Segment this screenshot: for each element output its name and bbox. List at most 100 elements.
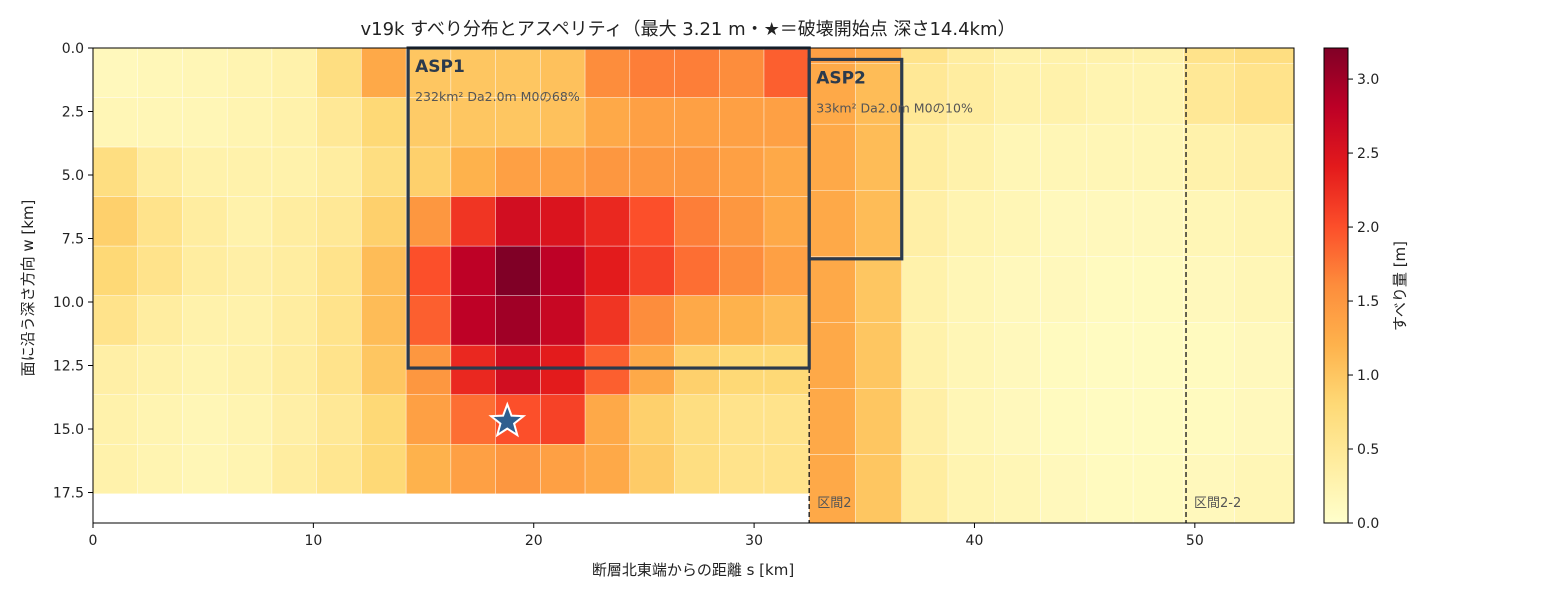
heatmap-cell-r1 [226,344,273,395]
heatmap-cell-r2 [1234,388,1295,455]
heatmap-cell-r1 [226,47,273,98]
heatmap-cell-r1 [226,245,273,296]
heatmap-cell-r1 [361,444,407,495]
heatmap-cell-r1 [361,394,407,445]
asperity-info: 33km² Da2.0m M0の10% [816,100,973,115]
heatmap-cell-r1 [92,146,138,197]
heatmap-cell-r2 [1040,322,1088,389]
asperity-name: ASP2 [816,68,866,88]
heatmap-cell-r2 [808,454,856,524]
x-tick-label: 20 [525,533,543,549]
heatmap-cell-r1 [540,344,586,395]
heatmap-cell-r2 [901,189,949,257]
heatmap-cell-r2 [1183,454,1235,524]
heatmap-cell-r1 [450,394,496,445]
heatmap-cell-r1 [92,394,138,445]
heatmap-cell-r1 [271,196,317,247]
heatmap-cell-r1 [629,97,675,148]
heatmap-cell-r1 [92,97,138,148]
heatmap-cell-r2 [1086,322,1134,389]
heatmap-cell-r1 [719,47,765,98]
colorbar-tick-label: 2.5 [1357,146,1379,162]
heatmap-cell-r1 [405,97,452,148]
heatmap-cell-r1 [361,196,407,247]
heatmap-cell-r1 [316,444,362,495]
heatmap-cell-r1 [495,97,541,148]
heatmap-cell-r2 [1183,388,1235,455]
heatmap-cell-r1 [674,394,720,445]
heatmap-cell-r2 [855,454,902,524]
heatmap-cell-r2 [808,62,856,125]
heatmap-cell-r1 [450,196,496,247]
heatmap-cell-r1 [540,444,586,495]
heatmap-cell-r2 [1234,47,1295,64]
asperity-name: ASP1 [415,57,465,77]
heatmap-cell-r1 [763,196,810,247]
heatmap-cell-r2 [994,47,1041,64]
y-tick-label: 2.5 [62,105,84,121]
colorbar-tick-label: 0.5 [1357,442,1379,458]
heatmap-cell-r2 [947,256,995,323]
heatmap-cell-r2 [947,388,995,455]
y-tick-label: 5.0 [62,168,84,184]
heatmap-cell-r1 [316,97,362,148]
x-axis-label: 断層北東端からの距離 s [km] [592,561,794,579]
heatmap-cell-r2 [1040,62,1088,125]
heatmap-cell-r1 [316,196,362,247]
heatmap-cell-r1 [182,394,228,445]
heatmap-cell-r1 [719,196,765,247]
heatmap-cell-r2 [1234,189,1295,257]
heatmap-cell-r1 [763,146,810,197]
heatmap-cell-r1 [629,245,675,296]
heatmap-cell-r1 [450,47,496,98]
heatmap-cell-r1 [361,295,407,346]
heatmap-cell-r1 [719,344,765,395]
colorbar-tick-label: 3.0 [1357,72,1379,88]
heatmap-cell-r1 [405,196,452,247]
heatmap-cell-r1 [271,444,317,495]
heatmap-cell-r1 [495,245,541,296]
heatmap-cell-r1 [405,394,452,445]
heatmap-cell-r1 [674,295,720,346]
heatmap-cell-r2 [994,388,1041,455]
heatmap-cell-r2 [1086,256,1134,323]
heatmap-cell-r1 [450,444,496,495]
heatmap-cell-r1 [584,245,631,296]
heatmap-cell-r2 [1132,47,1185,64]
heatmap-cell-r1 [137,444,183,495]
y-tick-label: 0.0 [62,41,84,57]
heatmap-cell-r1 [316,245,362,296]
heatmap-cell-r2 [1183,256,1235,323]
heatmap-cell-r1 [405,47,452,98]
heatmap-cell-r2 [1086,47,1134,64]
heatmap-cell-r1 [361,97,407,148]
heatmap-cell-r1 [271,47,317,98]
heatmap-cell-r1 [405,245,452,296]
heatmap-cell-r1 [182,295,228,346]
heatmap-cell-r1 [629,394,675,445]
y-tick-label: 7.5 [62,232,84,248]
heatmap-cell-r1 [405,295,452,346]
heatmap-cell-r1 [226,444,273,495]
heatmap-cell-r2 [1040,454,1088,524]
heatmap-cell-r1 [719,394,765,445]
heatmap-cell-r1 [271,344,317,395]
colorbar-tick-label: 1.5 [1357,294,1379,310]
heatmap-cell-r2 [855,322,902,389]
heatmap-cell-r2 [994,454,1041,524]
heatmap-cell-r1 [674,146,720,197]
heatmap-cell-r2 [901,123,949,191]
heatmap-cell-r1 [137,295,183,346]
heatmap-cell-r2 [808,322,856,389]
x-tick-label: 0 [89,533,98,549]
heatmap-cell-r2 [901,62,949,125]
colorbar-label: すべり量 [m] [1391,241,1409,331]
heatmap-cell-r1 [763,444,810,495]
heatmap-cell-r2 [1086,454,1134,524]
colorbar-gradient [1323,47,1349,524]
heatmap-cell-r1 [316,47,362,98]
heatmap-cell-r2 [1234,256,1295,323]
heatmap-cell-r2 [1132,388,1185,455]
heatmap-cell-r2 [1040,388,1088,455]
